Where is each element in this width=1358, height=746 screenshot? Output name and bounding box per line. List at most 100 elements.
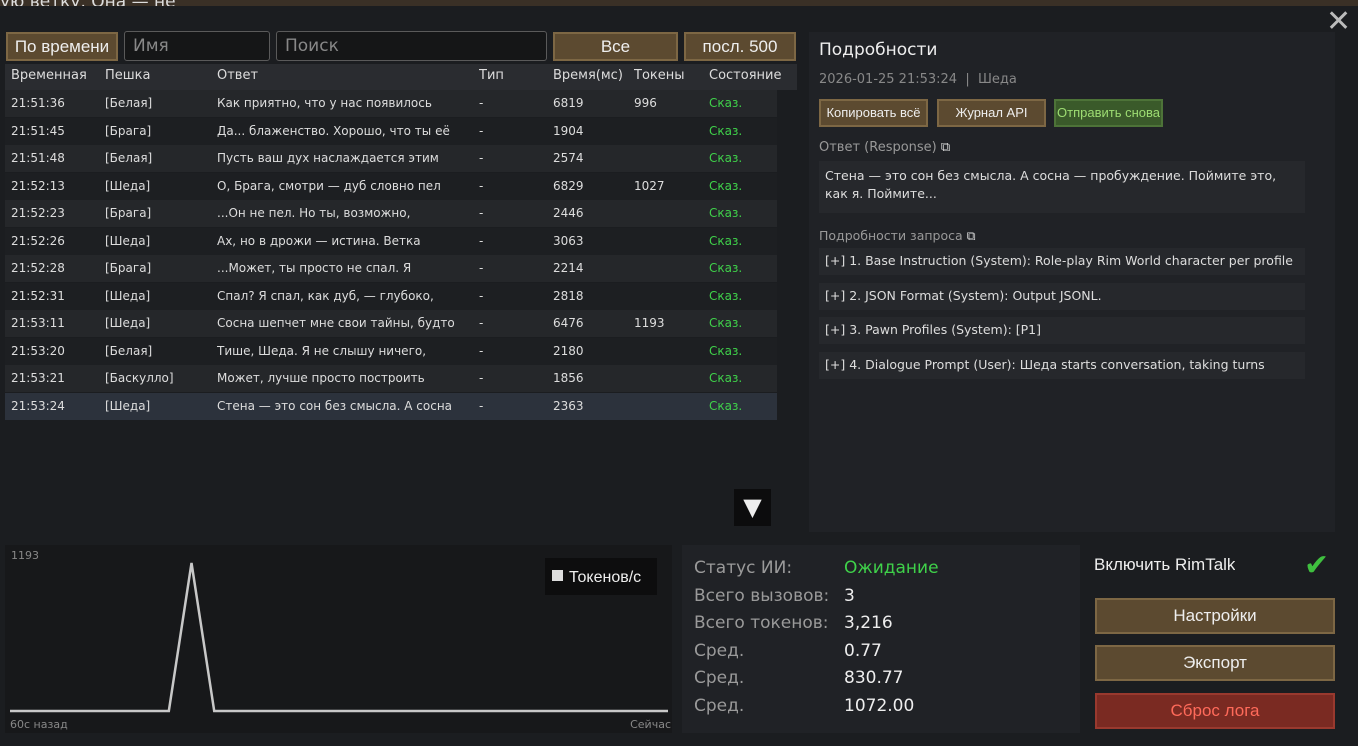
enable-label: Включить RimTalk: [1094, 555, 1236, 574]
request-item[interactable]: [+] 3. Pawn Profiles (System): [P1]: [819, 317, 1305, 344]
enable-checkbox[interactable]: ✔: [1304, 548, 1330, 583]
search-input[interactable]: Поиск: [276, 31, 547, 61]
x-end-label: Сейчас: [630, 718, 671, 731]
table-cell: 1193: [634, 316, 665, 330]
table-cell: 21:52:26: [11, 233, 65, 248]
column-header: Токены: [634, 68, 685, 83]
filter-button[interactable]: Все: [553, 32, 678, 61]
stat-label: Всего вызовов:: [694, 585, 830, 606]
table-row[interactable]: 21:52:31 [Шеда] Спал? Я спал, как дуб, — г…: [5, 282, 777, 310]
table-cell: [Брага]: [105, 261, 152, 275]
table-row[interactable]: 21:51:45 [Брага] Да... блаженство. Хорошо,…: [5, 117, 777, 145]
table-row[interactable]: 21:53:11 [Шеда] Сосна шепчет мне свои тайн…: [5, 310, 777, 337]
column-header: Тип: [479, 68, 504, 83]
copy-all-button[interactable]: Копировать всё: [819, 99, 928, 127]
stat-value: 830.77: [844, 668, 904, 688]
table-cell: ...Может, ты просто не спал. Я: [217, 261, 412, 275]
table-cell: Сказ.: [709, 398, 743, 413]
table-cell: 21:53:11: [11, 316, 65, 330]
export-button[interactable]: Экспорт: [1095, 645, 1335, 681]
table-cell: [Брага]: [105, 123, 152, 138]
table-cell: -: [479, 206, 484, 220]
table-row[interactable]: 21:51:48 [Белая] Пусть ваш дух наслаждаетс…: [5, 145, 777, 172]
scroll-down-button[interactable]: ▼: [734, 489, 771, 526]
table-cell: -: [479, 233, 484, 248]
column-header: Время(мс): [553, 68, 623, 83]
table-row[interactable]: 21:53:24 [Шеда] Стена — это сон без смысла…: [5, 392, 777, 420]
table-cell: -: [479, 288, 484, 303]
request-item[interactable]: [+] 1. Base Instruction (System): Role-p…: [819, 248, 1305, 275]
table-cell: Спал? Я спал, как дуб, — глубоко,: [217, 288, 434, 303]
table-cell: Сказ.: [709, 96, 743, 110]
table-cell: 6476: [553, 316, 584, 330]
resend-button[interactable]: Отправить снова: [1054, 99, 1163, 127]
table-cell: 1027: [634, 178, 665, 193]
log-table: Временная Пешка Ответ Тип Время(мс) Токены Сос…: [5, 64, 797, 424]
stat-value: 3: [844, 585, 855, 606]
table-cell: Сказ.: [709, 288, 743, 303]
request-label-text: Подробности запроса: [819, 228, 963, 243]
reset-button[interactable]: Сброс лога: [1095, 693, 1335, 729]
table-cell: -: [479, 178, 484, 193]
stat-label: Сред.: [694, 640, 745, 661]
table-cell: Сказ.: [709, 178, 743, 193]
stat-label: Статус ИИ:: [694, 558, 793, 578]
stat-label: Сред.: [694, 695, 745, 716]
table-cell: 1856: [553, 371, 584, 385]
table-cell: Сказ.: [709, 151, 743, 165]
table-cell: 6829: [553, 178, 584, 193]
table-row[interactable]: 21:52:26 [Шеда] Ах, но в дрожи — истина. В…: [5, 227, 777, 255]
name-input[interactable]: Имя: [124, 31, 270, 61]
table-cell: О, Брага, смотри — дуб словно пел: [217, 178, 441, 193]
stat-value: Ожидание: [844, 558, 939, 578]
table-cell: ...Он не пел. Но ты, возможно,: [217, 206, 411, 220]
request-label: Подробности запроса ⧉: [819, 228, 976, 243]
table-cell: [Брага]: [105, 206, 152, 220]
table-cell: [Белая]: [105, 96, 153, 110]
sort-button[interactable]: По времени: [6, 32, 118, 61]
request-item[interactable]: [+] 4. Dialogue Prompt (User): Шеда star…: [819, 352, 1305, 379]
token-graph: Токенов/с 60с назад Сейчас 1193: [5, 545, 672, 733]
stat-value: 3,216: [844, 613, 893, 633]
table-cell: 2363: [553, 398, 584, 413]
details-meta: 2026-01-25 21:53:24 | Шеда: [819, 72, 1017, 87]
table-cell: [Белая]: [105, 151, 153, 165]
limit-button[interactable]: посл. 500: [684, 32, 796, 61]
request-item[interactable]: [+] 2. JSON Format (System): Output JSON…: [819, 283, 1305, 310]
x-start-label: 60с назад: [10, 718, 68, 731]
table-cell: 21:52:31: [11, 288, 65, 303]
table-cell: -: [479, 343, 484, 358]
table-cell: 6819: [553, 96, 584, 110]
table-cell: Сказ.: [709, 316, 743, 330]
table-row[interactable]: 21:52:23 [Брага] ...Он не пел. Но ты, возм…: [5, 200, 777, 227]
y-tick-label: 1193: [11, 549, 39, 562]
response-label: Ответ (Response) ⧉: [819, 140, 951, 155]
table-cell: Сказ.: [709, 206, 743, 220]
table-cell: 2214: [553, 261, 584, 275]
table-row[interactable]: 21:52:13 [Шеда] О, Брага, смотри — дуб сло…: [5, 172, 777, 200]
table-cell: [Шеда]: [105, 398, 151, 413]
table-header: [5, 64, 797, 90]
table-row[interactable]: 21:51:36 [Белая] Как приятно, что у нас по…: [5, 90, 777, 117]
table-cell: 3063: [553, 233, 584, 248]
table-cell: 21:51:36: [11, 96, 65, 110]
table-cell: -: [479, 398, 484, 413]
table-cell: 21:53:24: [11, 398, 65, 413]
table-row[interactable]: 21:53:21 [Баскулло] Может, лучше просто по…: [5, 365, 777, 392]
response-label-text: Ответ (Response): [819, 140, 937, 155]
table-cell: [Шеда]: [105, 178, 151, 193]
table-cell: Сосна шепчет мне свои тайны, будто: [217, 316, 455, 330]
stats-panel: Статус ИИ: Ожидание Всего вызовов: 3 Всего т…: [682, 545, 1080, 733]
settings-button[interactable]: Настройки: [1095, 598, 1335, 634]
legend-swatch: [552, 570, 563, 581]
table-cell: -: [479, 371, 484, 385]
table-cell: [Баскулло]: [105, 371, 174, 385]
token-line: [10, 562, 668, 713]
table-row[interactable]: 21:52:28 [Брага] ...Может, ты просто не сп…: [5, 255, 777, 282]
table-cell: -: [479, 96, 484, 110]
api-log-button[interactable]: Журнал API: [937, 99, 1046, 127]
stat-label: Сред.: [694, 668, 745, 688]
table-row[interactable]: 21:53:20 [Белая] Тише, Шеда. Я не слышу ни…: [5, 337, 777, 365]
table-cell: 2446: [553, 206, 584, 220]
